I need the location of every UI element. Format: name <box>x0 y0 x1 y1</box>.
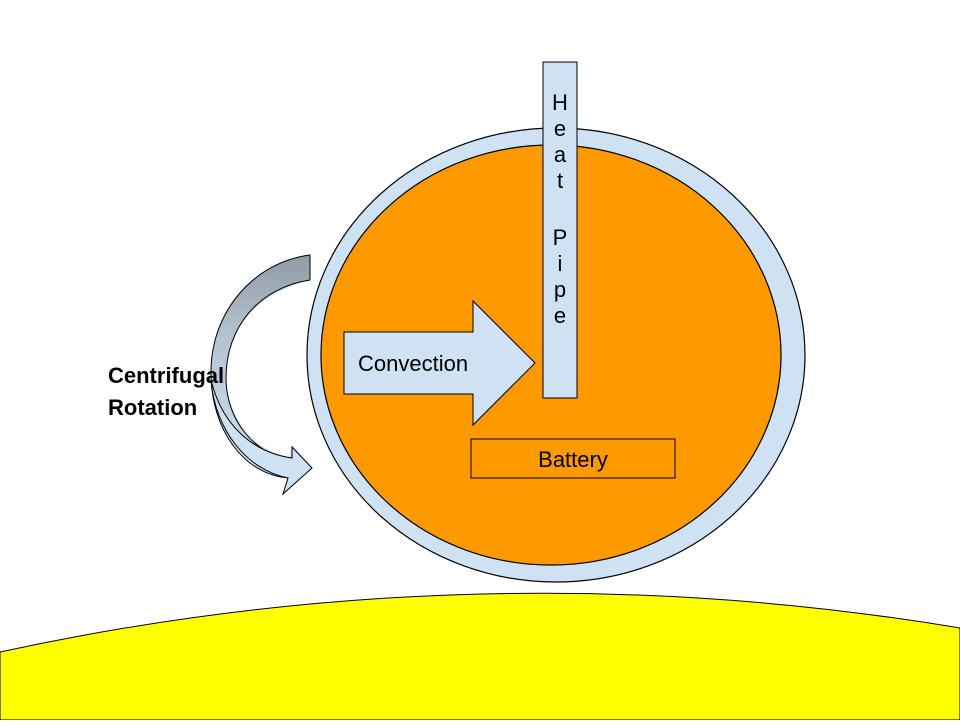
heat-pipe-letter: H <box>552 90 568 115</box>
convection-label: Convection <box>358 351 468 376</box>
heat-pipe-letter: i <box>557 251 563 277</box>
rotation-arrow-head <box>210 379 313 496</box>
heat-pipe-letter: e <box>553 116 567 141</box>
convection-arrow <box>343 299 536 427</box>
heat-pipe-letter: p <box>553 277 567 303</box>
heat-pipe-letter: t <box>556 168 564 193</box>
ground-shape <box>0 592 960 721</box>
rotation-arrow-band <box>210 254 311 479</box>
battery-box <box>470 438 676 479</box>
rotation-label: Centrifugal Rotation <box>108 363 225 420</box>
heat-pipe <box>542 61 578 399</box>
heat-pipe-letter: P <box>552 225 568 251</box>
heat-pipe-letter: e <box>553 303 567 329</box>
heat-pipe-letter: a <box>553 142 567 167</box>
battery-label: Battery <box>538 447 608 472</box>
